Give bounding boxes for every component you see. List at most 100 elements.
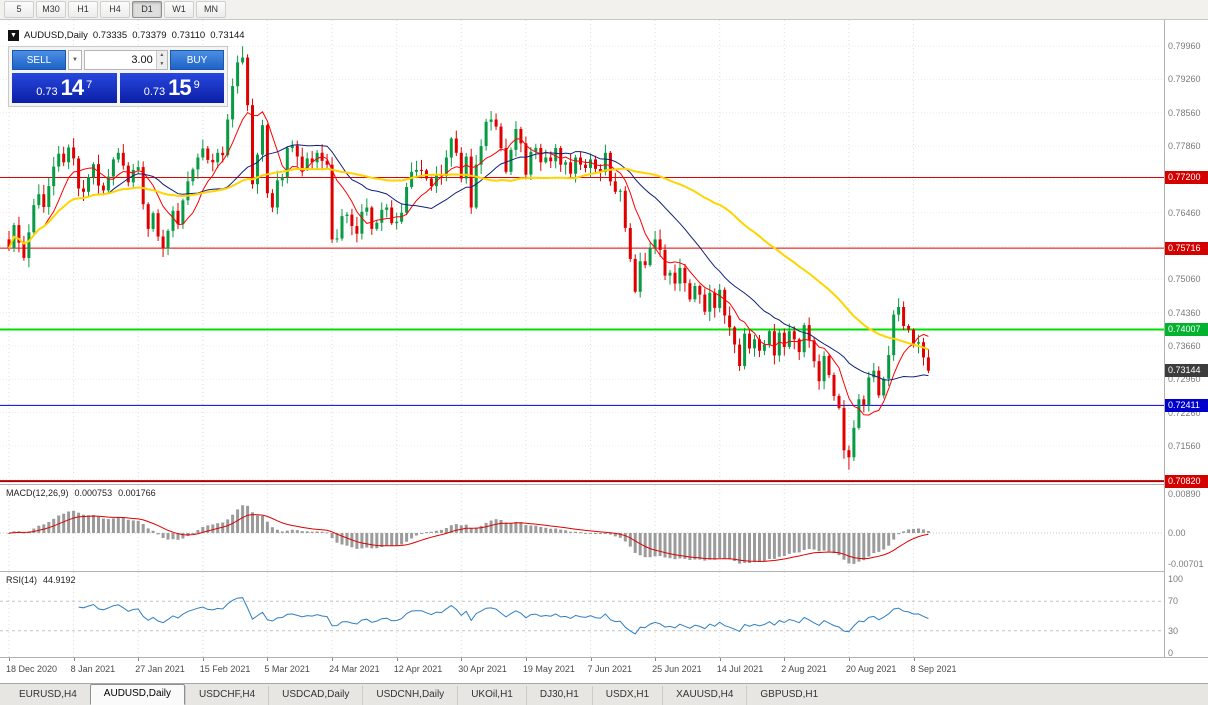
panel-splitter[interactable] bbox=[0, 571, 1208, 572]
timeframe-button-mn[interactable]: MN bbox=[196, 1, 226, 18]
date-tick-mark bbox=[525, 658, 527, 661]
ohlc-low: 0.73110 bbox=[171, 30, 206, 41]
date-label: 7 Jun 2021 bbox=[587, 664, 633, 674]
date-tick-mark bbox=[202, 658, 204, 661]
ma-line-50 bbox=[8, 167, 929, 351]
sell-button[interactable]: SELL bbox=[12, 50, 66, 70]
panel-splitter[interactable] bbox=[0, 657, 1208, 658]
timeframe-toolbar: 5 M30 H1 H4 D1 W1 MN bbox=[0, 0, 1208, 20]
chart-tab[interactable]: USDCAD,Daily bbox=[268, 686, 362, 705]
lot-size-stepper[interactable]: ▲ ▼ bbox=[155, 51, 167, 69]
panel-splitter[interactable] bbox=[0, 484, 1208, 485]
symbol-menu-icon[interactable]: ▼ bbox=[8, 30, 19, 41]
chart-tab[interactable]: AUDUSD,Daily bbox=[89, 684, 186, 705]
macd-main-value: 0.000753 bbox=[74, 488, 113, 498]
date-label: 2 Aug 2021 bbox=[781, 664, 827, 674]
timeframe-button-w1[interactable]: W1 bbox=[164, 1, 194, 18]
price-tick-label: 0.76460 bbox=[1168, 207, 1201, 218]
lot-preset-dropdown[interactable]: ▼ bbox=[68, 50, 82, 70]
symbol-name: AUDUSD,Daily bbox=[24, 30, 88, 41]
date-tick-mark bbox=[848, 658, 850, 661]
date-label: 24 Mar 2021 bbox=[329, 664, 380, 674]
date-label: 19 May 2021 bbox=[522, 664, 575, 674]
buy-button[interactable]: BUY bbox=[170, 50, 224, 70]
price-tick-label: 0.79260 bbox=[1168, 74, 1201, 85]
rsi-name: RSI(14) bbox=[6, 575, 38, 585]
price-axis: 0.799600.792600.785600.778600.771600.764… bbox=[1165, 20, 1208, 658]
date-label: 18 Dec 2020 bbox=[6, 664, 58, 674]
date-label: 15 Feb 2021 bbox=[199, 664, 251, 674]
ask-price-big: 15 bbox=[168, 75, 192, 100]
date-tick-mark bbox=[138, 658, 140, 661]
date-tick-mark bbox=[396, 658, 398, 661]
date-tick-mark bbox=[461, 658, 463, 661]
price-tick-label: 0.72260 bbox=[1168, 407, 1201, 418]
price-tick-label: 0.71560 bbox=[1168, 440, 1201, 451]
date-label: 12 Apr 2021 bbox=[393, 664, 443, 674]
price-level-badge: 0.73144 bbox=[1165, 364, 1208, 378]
rsi-line bbox=[78, 597, 929, 635]
one-click-trading-panel: SELL ▼ ▲ ▼ BUY 0.73 14 7 bbox=[8, 46, 228, 107]
chart-tab[interactable]: UKOil,H1 bbox=[457, 686, 526, 705]
bid-price-display[interactable]: 0.73 14 7 bbox=[12, 73, 117, 103]
macd-panel-chart bbox=[0, 485, 1164, 571]
price-axis-separator bbox=[1164, 20, 1165, 657]
ma-line-21 bbox=[8, 144, 929, 381]
price-tick-label: 0.77860 bbox=[1168, 141, 1201, 152]
bid-price-sup: 7 bbox=[86, 79, 93, 91]
macd-tick-label: -0.00701 bbox=[1168, 558, 1204, 569]
date-label: 20 Aug 2021 bbox=[845, 664, 897, 674]
date-label: 14 Jul 2021 bbox=[716, 664, 764, 674]
ask-price-display[interactable]: 0.73 15 9 bbox=[119, 73, 224, 103]
macd-name: MACD(12,26,9) bbox=[6, 488, 69, 498]
price-level-badge: 0.74007 bbox=[1165, 322, 1208, 336]
chart-area: 0.799600.792600.785600.778600.771600.764… bbox=[0, 20, 1208, 683]
price-tick-label: 0.72960 bbox=[1168, 374, 1201, 385]
bid-price-big: 14 bbox=[60, 75, 85, 100]
timeframe-button-m30[interactable]: M30 bbox=[36, 1, 66, 18]
spin-up-icon[interactable]: ▲ bbox=[156, 51, 167, 60]
date-tick-mark bbox=[913, 658, 915, 661]
timeframe-button-h1[interactable]: H1 bbox=[68, 1, 98, 18]
rsi-panel-chart bbox=[0, 572, 1164, 657]
date-label: 8 Jan 2021 bbox=[70, 664, 116, 674]
date-tick-mark bbox=[784, 658, 786, 661]
ma-line-8 bbox=[8, 111, 929, 416]
ohlc-close: 0.73144 bbox=[210, 30, 245, 41]
timeframe-button-5[interactable]: 5 bbox=[4, 1, 34, 18]
ohlc-open: 0.73335 bbox=[92, 30, 128, 41]
date-tick-mark bbox=[590, 658, 592, 661]
spin-down-icon[interactable]: ▼ bbox=[156, 60, 167, 69]
timeframe-button-d1[interactable]: D1 bbox=[132, 1, 162, 18]
price-tick-label: 0.78560 bbox=[1168, 107, 1201, 118]
bid-price-small: 0.73 bbox=[36, 86, 58, 98]
chart-tab[interactable]: DJ30,H1 bbox=[525, 686, 592, 705]
price-tick-label: 0.73660 bbox=[1168, 340, 1201, 351]
chart-tab[interactable]: USDX,H1 bbox=[591, 686, 662, 705]
date-tick-mark bbox=[332, 658, 334, 661]
chart-tab-bar: EURUSD,H4 AUDUSD,Daily USDCHF,H4 USDCAD,Dai… bbox=[0, 683, 1208, 705]
date-tick-mark bbox=[655, 658, 657, 661]
price-level-badge: 0.70820 bbox=[1165, 474, 1208, 488]
date-tick-mark bbox=[719, 658, 721, 661]
chart-tab[interactable]: EURUSD,H4 bbox=[19, 689, 77, 700]
chart-tab[interactable]: GBPUSD,H1 bbox=[746, 686, 831, 705]
date-tick-mark bbox=[267, 658, 269, 661]
date-label: 8 Sep 2021 bbox=[910, 664, 957, 674]
price-level-badge: 0.77200 bbox=[1165, 171, 1208, 185]
rsi-tick-label: 70 bbox=[1168, 596, 1179, 607]
chart-tab[interactable]: USDCNH,Daily bbox=[362, 686, 457, 705]
timeframe-button-h4[interactable]: H4 bbox=[100, 1, 130, 18]
ask-price-small: 0.73 bbox=[143, 86, 166, 98]
price-tick-label: 0.75060 bbox=[1168, 274, 1201, 285]
chart-tab[interactable]: USDCHF,H4 bbox=[185, 686, 268, 705]
price-level-badge: 0.75716 bbox=[1165, 241, 1208, 255]
lot-size-input[interactable] bbox=[85, 51, 156, 69]
chart-tab[interactable]: XAUUSD,H4 bbox=[662, 686, 746, 705]
rsi-tick-label: 0 bbox=[1168, 648, 1174, 658]
price-level-badge: 0.72411 bbox=[1165, 398, 1208, 412]
chevron-down-icon: ▼ bbox=[72, 57, 78, 63]
time-axis: 18 Dec 2020 8 Jan 2021 27 Jan 2021 15 Feb 2… bbox=[0, 658, 1208, 683]
ohlc-high: 0.73379 bbox=[132, 30, 167, 41]
